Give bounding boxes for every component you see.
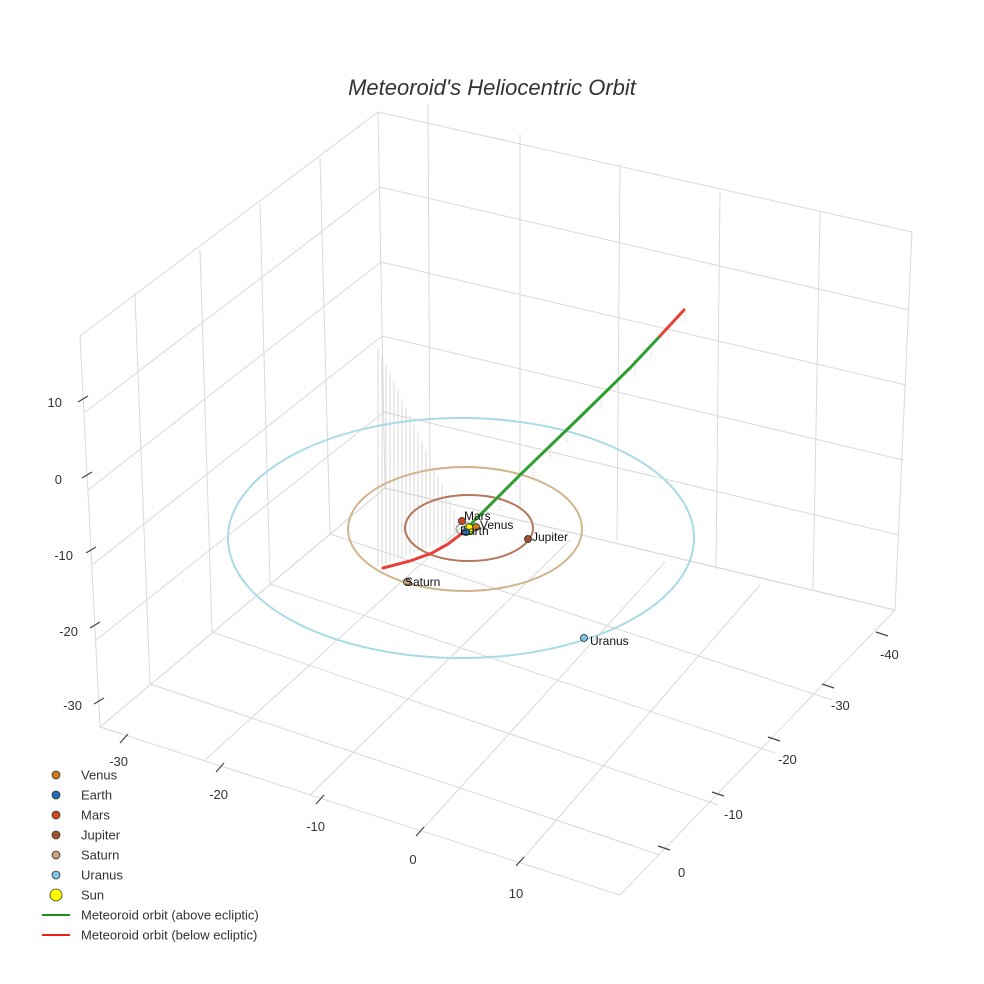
legend-item[interactable]: Meteoroid orbit (above ecliptic) — [42, 908, 259, 923]
legend-item[interactable]: Mars — [51, 808, 110, 823]
legend: Venus Earth Mars Jupiter Saturn Uranus Sun Mete… — [42, 768, 259, 943]
legend-item[interactable]: Uranus — [51, 868, 123, 883]
legend-marker — [51, 870, 61, 880]
legend-marker — [51, 830, 61, 840]
planet-orbits — [227, 417, 695, 659]
orbit-uranus — [227, 417, 695, 659]
legend-marker — [51, 810, 61, 820]
z-tick-label: -10 — [54, 548, 73, 563]
scene-box — [77, 103, 913, 896]
legend-label: Sun — [81, 888, 104, 903]
y-tick-label: 10 — [509, 886, 523, 901]
planet-marker-mars — [458, 517, 466, 525]
x-tick-label: 0 — [678, 865, 685, 880]
drop-lines — [377, 309, 686, 566]
meteoroid-path-below — [381, 525, 470, 570]
legend-label: Venus — [81, 768, 118, 783]
x-tick-label: -20 — [778, 752, 797, 767]
x-tick-label: -10 — [724, 807, 743, 822]
legend-item[interactable]: Venus — [51, 768, 118, 783]
orbit-jupiter — [404, 494, 534, 562]
legend-marker-sun — [49, 888, 63, 902]
planet-marker-uranus — [580, 634, 588, 642]
planet-label-venus: Venus — [480, 518, 513, 532]
legend-label: Earth — [81, 788, 112, 803]
x-tick-label: -30 — [831, 698, 850, 713]
legend-item[interactable]: Jupiter — [51, 828, 121, 843]
planet-label-mars: Mars — [464, 509, 491, 523]
x-tick-label: -40 — [880, 647, 899, 662]
planet-marker-earth — [462, 528, 470, 536]
z-tick-label: -20 — [59, 624, 78, 639]
planet-label-uranus: Uranus — [590, 634, 629, 648]
z-tick-label: 10 — [48, 395, 62, 410]
legend-item[interactable]: Sun — [49, 888, 104, 903]
legend-label: Uranus — [81, 868, 123, 883]
legend-item[interactable]: Saturn — [51, 848, 119, 863]
y-tick-label: -20 — [209, 787, 228, 802]
y-tick-label: -30 — [109, 754, 128, 769]
z-tick-label: -30 — [63, 698, 82, 713]
meteoroid-path-above — [466, 334, 662, 529]
y-tick-label: 0 — [409, 852, 416, 867]
legend-label: Saturn — [81, 848, 119, 863]
legend-label: Jupiter — [81, 828, 121, 843]
z-tick-label: 0 — [55, 472, 62, 487]
meteoroid-orbit — [381, 308, 686, 570]
tick-labels: 10 0 -10 -20 -30 -40 -30 -20 -10 0 -30 -… — [48, 395, 899, 901]
planet-label-earth: Earth — [460, 524, 489, 538]
legend-item[interactable]: Meteoroid orbit (below ecliptic) — [42, 928, 257, 943]
legend-label: Meteoroid orbit (below ecliptic) — [81, 928, 257, 943]
legend-marker — [51, 850, 61, 860]
legend-label: Meteoroid orbit (above ecliptic) — [81, 908, 259, 923]
chart-title: Meteoroid's Heliocentric Orbit — [348, 75, 637, 100]
planet-marker-venus — [472, 523, 480, 531]
planet-marker-saturn — [403, 578, 411, 586]
meteoroid-path-below — [658, 308, 686, 338]
y-tick-label: -10 — [306, 819, 325, 834]
legend-label: Mars — [81, 808, 110, 823]
orbit-saturn — [347, 466, 583, 592]
planet-marker-jupiter — [524, 535, 532, 543]
legend-item[interactable]: Earth — [51, 788, 112, 803]
legend-marker — [51, 770, 61, 780]
legend-marker — [51, 790, 61, 800]
planet-label-jupiter: Jupiter — [532, 530, 568, 544]
planet-label-saturn: Saturn — [405, 575, 440, 589]
